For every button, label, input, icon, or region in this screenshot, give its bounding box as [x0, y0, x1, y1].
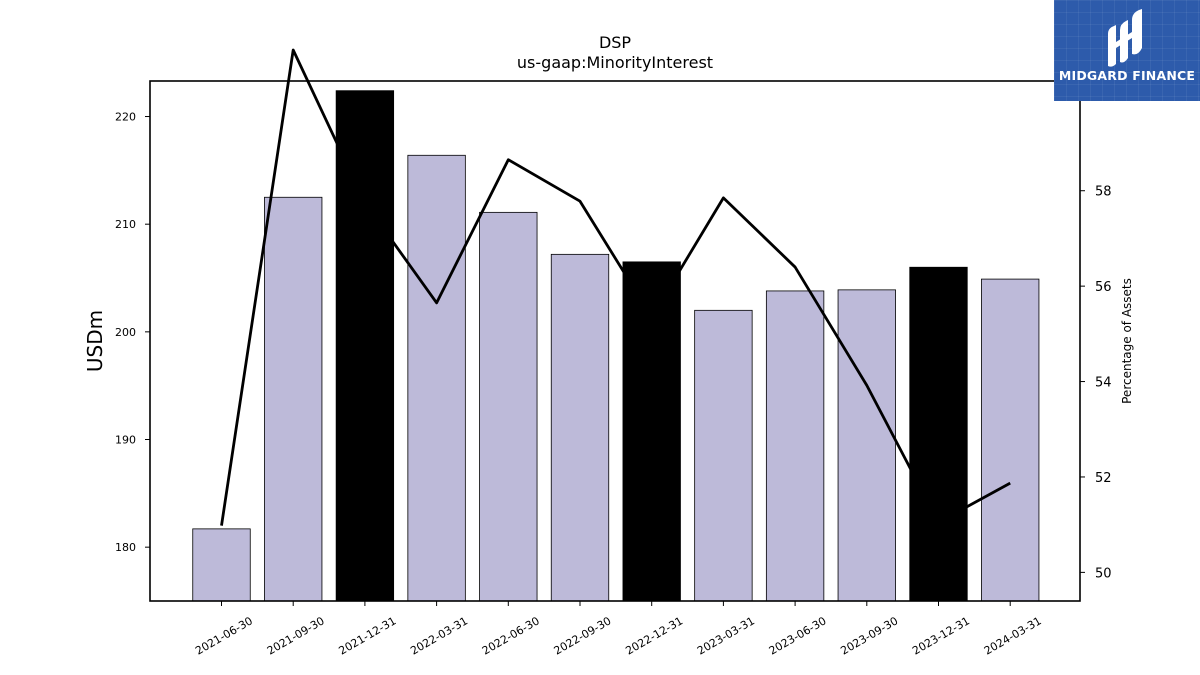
x-tick-label: 2021-09-30 [265, 614, 327, 657]
y2-tick-label: 50 [1095, 566, 1112, 581]
bar-2023-03-31 [694, 309, 753, 602]
bar-2022-03-31 [407, 154, 466, 602]
brand-name: MIDGARD FINANCE [1058, 68, 1196, 83]
y-tick-label: 180 [115, 541, 136, 554]
bar-2024-03-31 [981, 278, 1040, 602]
x-tick-label: 2022-12-31 [623, 614, 685, 657]
midgard-mark-icon [1108, 9, 1142, 67]
y2-axis-label: Percentage of Assets [1120, 278, 1134, 404]
x-tick-label: 2023-03-31 [695, 614, 757, 657]
bar-series [192, 90, 1040, 602]
y-axis-label: USDm [83, 310, 107, 372]
x-tick-label: 2022-09-30 [552, 614, 614, 657]
x-tick-label: 2021-12-31 [337, 614, 399, 657]
line-series [220, 48, 1011, 526]
bar-2023-12-31 [909, 266, 968, 602]
percentage-line [220, 48, 1011, 526]
y-tick-label: 190 [115, 434, 136, 447]
bar-2021-12-31 [335, 90, 395, 602]
x-tick-label: 2023-09-30 [838, 614, 900, 657]
bar-2021-06-30 [192, 528, 251, 602]
plot-frame [149, 80, 1081, 602]
x-tick-label: 2022-06-30 [480, 614, 542, 657]
x-tick-label: 2021-06-30 [193, 614, 255, 657]
x-tick-label: 2023-06-30 [767, 614, 829, 657]
x-tick-label: 2023-12-31 [910, 614, 972, 657]
y2-tick-label: 54 [1095, 376, 1112, 391]
chart-subtitle: us-gaap:MinorityInterest [517, 53, 713, 72]
bar-2021-09-30 [264, 196, 323, 602]
y-tick-label: 200 [115, 326, 136, 339]
x-tick-label: 2024-03-31 [982, 614, 1044, 657]
x-tick-label: 2022-03-31 [408, 614, 470, 657]
brand-logo: MIDGARD FINANCE [1054, 0, 1200, 101]
y-tick-label: 210 [115, 218, 136, 231]
y2-tick-label: 56 [1095, 280, 1112, 295]
bar-2022-09-30 [550, 253, 610, 602]
bar-2022-06-30 [479, 211, 538, 602]
y2-tick-label: 58 [1095, 185, 1112, 200]
chart-title: DSP [599, 33, 631, 52]
y2-tick-label: 52 [1095, 471, 1112, 486]
bar-2023-06-30 [765, 290, 825, 602]
y-tick-label: 220 [115, 111, 136, 124]
bar-2023-09-30 [837, 289, 896, 602]
bar-2022-12-31 [622, 261, 681, 602]
